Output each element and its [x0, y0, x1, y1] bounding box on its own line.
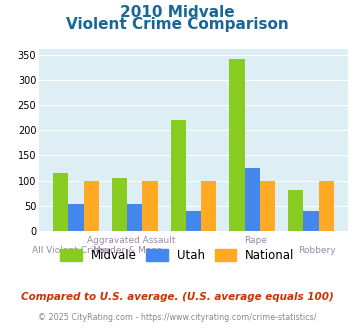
- Bar: [142, 181, 158, 231]
- Bar: [318, 181, 334, 231]
- Bar: [186, 211, 201, 231]
- Text: Aggravated Assault: Aggravated Assault: [87, 236, 176, 245]
- Bar: [127, 204, 142, 231]
- Text: All Violent Crime: All Violent Crime: [32, 246, 108, 255]
- Bar: [112, 178, 127, 231]
- Bar: [201, 181, 217, 231]
- Text: Robbery: Robbery: [298, 246, 336, 255]
- Text: Rape: Rape: [244, 236, 267, 245]
- Bar: [229, 58, 245, 231]
- Bar: [53, 173, 69, 231]
- Bar: [303, 211, 318, 231]
- Bar: [288, 190, 303, 231]
- Bar: [260, 181, 275, 231]
- Text: 2010 Midvale: 2010 Midvale: [120, 5, 235, 20]
- Text: Violent Crime Comparison: Violent Crime Comparison: [66, 16, 289, 31]
- Bar: [245, 168, 260, 231]
- Text: Murder & Mans...: Murder & Mans...: [93, 246, 170, 255]
- Text: © 2025 CityRating.com - https://www.cityrating.com/crime-statistics/: © 2025 CityRating.com - https://www.city…: [38, 313, 317, 322]
- Bar: [170, 120, 186, 231]
- Bar: [69, 204, 84, 231]
- Bar: [84, 181, 99, 231]
- Text: Compared to U.S. average. (U.S. average equals 100): Compared to U.S. average. (U.S. average …: [21, 292, 334, 302]
- Legend: Midvale, Utah, National: Midvale, Utah, National: [56, 244, 299, 266]
